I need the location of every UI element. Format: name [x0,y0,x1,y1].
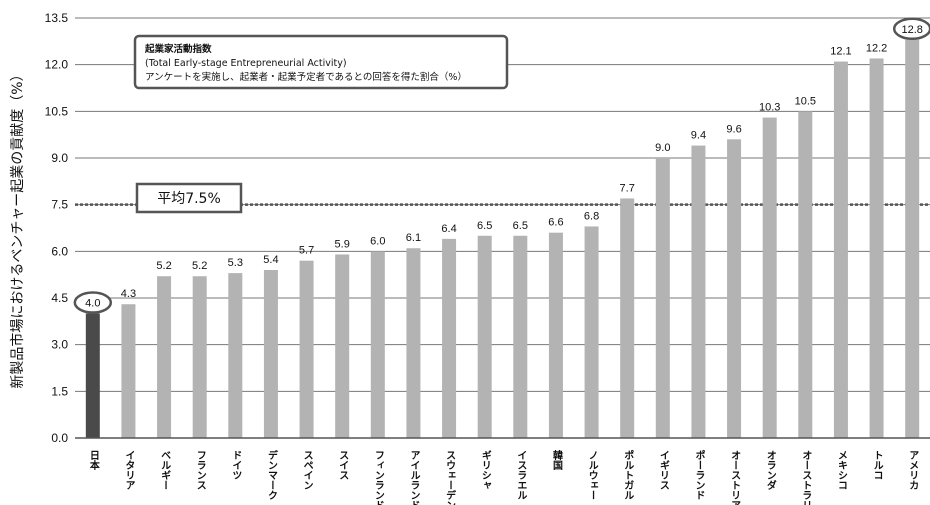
bar [905,39,920,439]
category-label: イスラエル [515,450,527,500]
bar [513,235,528,438]
annotation-title: 起業家活動指数 [144,43,212,55]
bar [833,61,848,439]
category-label: 韓国 [550,449,562,471]
value-label-circle [73,291,113,314]
category-label: ベルギー [159,450,171,490]
category-label: アイルランド [408,450,420,505]
y-tick-label: 6.0 [51,244,68,258]
bar [691,145,706,439]
y-tick-label: 13.5 [45,11,69,25]
value-label: 6.8 [584,210,599,222]
y-axis-ticks: 0.0 1.5 3.0 4.5 6.0 7.5 9.0 10.5 12.0 13.5 [45,11,69,445]
category-label: ギリシャ [479,449,491,490]
y-axis-label: 新製品市場におけるベンチャー起業の貢献度（%） [9,67,26,388]
bar [620,198,635,438]
bar [477,235,492,438]
value-label: 7.7 [620,182,635,194]
value-label: 12.8 [901,24,922,36]
value-label: 6.5 [477,220,492,232]
bar [406,248,421,438]
bar [442,238,457,438]
y-tick-label: 10.5 [45,104,69,118]
bar [299,260,314,438]
value-label: 10.3 [759,102,780,114]
average-label-box [135,182,243,214]
category-label: ポーランド [693,449,705,500]
category-label: スイス [337,450,349,480]
category-labels: 日本 イタリア ベルギー フランス ドイツ デンマーク スペイン スイス フィンランド アイルラン… [87,449,918,505]
category-label: ポルトガル [622,449,634,500]
value-label: 5.4 [263,254,278,266]
bars [85,39,920,439]
value-label: 10.5 [795,95,816,107]
category-label: ノルウェー [586,450,598,500]
category-label: 日本 [87,450,99,471]
y-tick-label: 12.0 [45,58,69,72]
value-labels: 4.0 4.3 5.2 5.2 5.3 5.4 5.7 5.9 6.0 6.1 6.4 6.5 6.5 6… [73,17,930,314]
category-label: アメリカ [907,450,919,490]
category-label: イギリス [657,450,669,490]
bar [869,58,884,438]
category-label: オーストラリア [800,450,812,505]
category-label: オーストリア [729,450,741,505]
value-label: 9.0 [655,142,670,154]
value-label: 6.0 [370,235,385,247]
value-label: 6.6 [548,217,563,229]
bar [157,276,172,438]
value-label: 5.2 [192,260,207,272]
value-label: 9.4 [691,130,706,142]
category-label: スウェーデン [444,450,456,505]
category-label: イタリア [123,450,135,490]
bar [548,232,563,438]
bar [370,251,385,438]
bar [727,139,742,439]
average-line-group: 平均7.5% [75,182,930,214]
y-tick-label: 0.0 [51,431,68,445]
average-label: 平均7.5% [157,191,221,207]
category-label: オランダ [764,450,776,491]
y-tick-label: 3.0 [51,338,68,352]
value-label: 6.4 [441,223,456,235]
category-label: フィンランド [372,450,383,505]
y-tick-label: 1.5 [51,384,68,398]
category-label: スペイン [301,450,313,490]
value-label: 6.1 [406,232,421,244]
bar [192,276,207,438]
category-label: メキシコ [835,450,847,490]
value-label-circle [892,17,930,41]
y-tick-label: 9.0 [51,151,68,165]
y-tick-label: 4.5 [51,291,68,305]
value-label: 5.7 [299,245,314,257]
bar [335,254,350,438]
bar [85,313,100,438]
y-tick-label: 7.5 [51,198,68,212]
bar [228,273,243,438]
bar [263,270,278,438]
value-label: 9.6 [726,123,741,135]
value-label: 6.5 [513,220,528,232]
annotation-note: アンケートを実施し、起業者・起業予定者であるとの回答を得た割合（%） [145,71,467,83]
value-label: 5.3 [228,257,243,269]
bar [584,226,599,438]
category-label: フランス [194,450,206,490]
bar [655,158,670,438]
value-label: 4.3 [121,288,136,300]
annotation-box: 起業家活動指数 (Total Early-stage Entrepreneuri… [133,34,509,90]
category-label: トルコ [871,450,883,480]
value-label: 12.1 [830,46,851,58]
annotation-subtitle: (Total Early-stage Entrepreneurial Activ… [145,58,347,69]
value-label: 12.2 [866,42,887,54]
value-label: 5.9 [335,238,350,250]
value-label: 4.0 [85,298,100,310]
category-label: ドイツ [230,450,242,480]
bar [121,304,136,438]
bar [798,111,813,438]
value-label: 5.2 [156,260,171,272]
category-label: デンマーク [265,449,277,500]
bar [762,117,777,439]
annotation-frame [133,34,509,90]
